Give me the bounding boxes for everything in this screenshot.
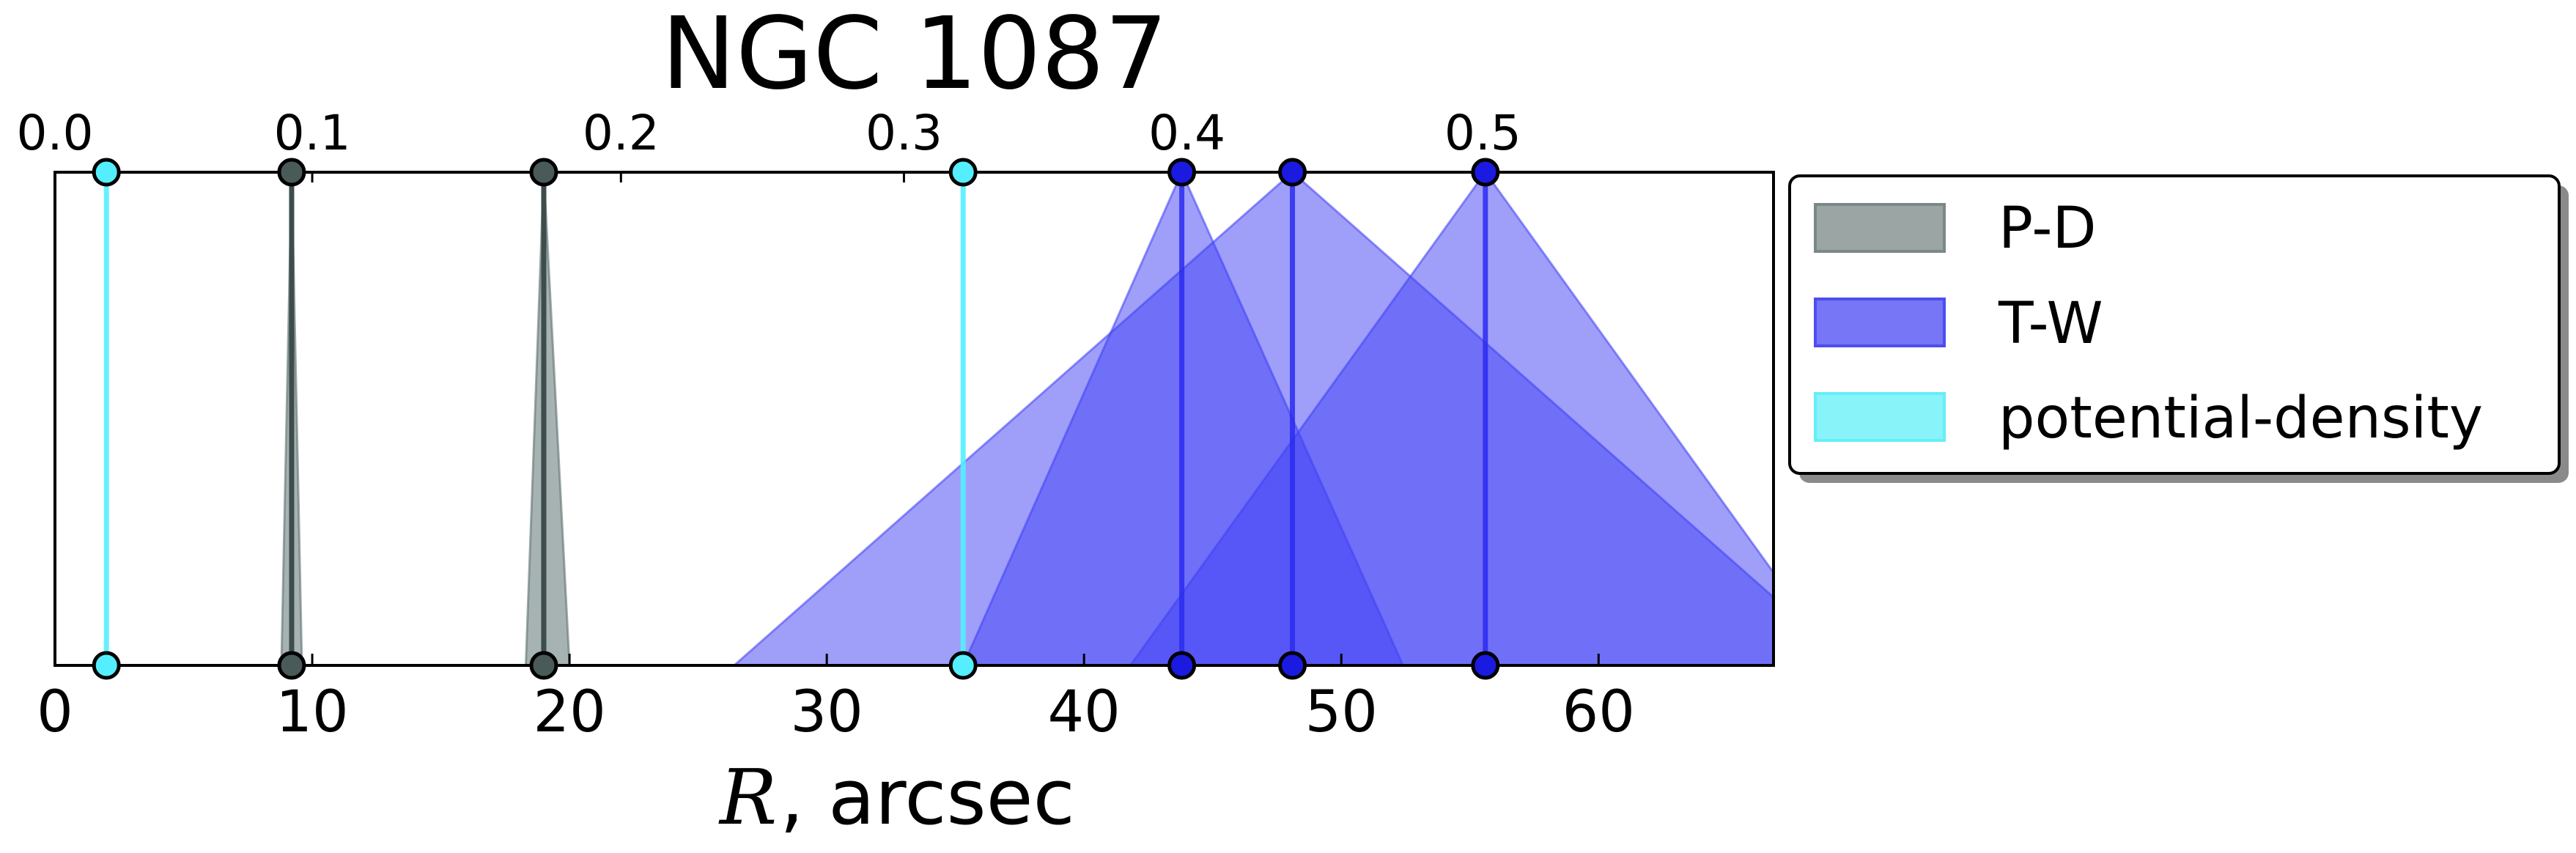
legend-swatch-potential-density [1814,392,1946,442]
bottom-tick-label: 50 [1305,679,1378,745]
markers [92,158,1500,680]
legend-label-tw: T-W [1998,291,2103,357]
potential-density-marker [948,158,978,187]
legend: P-D T-W potential-density [1788,174,2569,483]
x-axis-label-text: , arcsec [780,753,1075,842]
top-tick-label: 0.3 [866,105,942,161]
legend-label-potential-density: potential-density [1999,385,2483,451]
potential-density-marker [92,651,121,680]
x-axis-label-symbol: R [718,753,777,842]
top-tick-label: 0.4 [1148,105,1225,161]
pd-marker [529,158,558,187]
tw-marker [1167,651,1197,680]
top-tick-label: 0.0 [17,105,94,161]
top-axis: 0.0 0.1 0.2 0.3 0.4 0.5 [17,105,1521,182]
x-axis-label: R , arcsec [718,753,1075,842]
bottom-axis: 0 10 20 30 40 50 60 [37,654,1635,745]
chart-title: NGC 1087 [661,0,1167,112]
plot-frame [53,171,1775,667]
tw-marker [1471,651,1500,680]
legend-box [1788,174,2561,475]
tw-marker [1278,158,1307,187]
bottom-tick-label: 20 [533,679,605,745]
bottom-tick-label: 0 [37,679,73,745]
top-tick-label: 0.5 [1444,105,1521,161]
pd-marker [277,651,306,680]
pd-marker [529,651,558,680]
bottom-tick-label: 10 [276,679,348,745]
plot-area [103,172,1774,665]
bottom-tick-label: 40 [1048,679,1121,745]
pd-fill [524,172,571,665]
tw-marker [1471,158,1500,187]
pd-marker [277,158,306,187]
top-tick-label: 0.2 [583,105,660,161]
tw-marker [1167,158,1197,187]
bottom-tick-label: 30 [791,679,863,745]
tw-marker [1278,651,1307,680]
legend-label-pd: P-D [1999,196,2097,262]
legend-swatch-pd [1814,203,1946,253]
potential-density-marker [92,158,121,187]
legend-swatch-tw [1814,298,1946,347]
potential-density-marker [948,651,978,680]
bottom-tick-label: 60 [1562,679,1635,745]
top-tick-label: 0.1 [274,105,351,161]
